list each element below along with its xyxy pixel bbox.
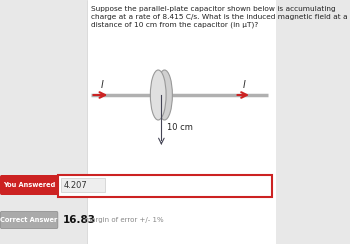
Text: distance of 10 cm from the capacitor (in μT)?: distance of 10 cm from the capacitor (in…: [91, 22, 258, 29]
FancyBboxPatch shape: [86, 0, 275, 244]
Ellipse shape: [157, 70, 173, 120]
Text: You Answered: You Answered: [3, 182, 55, 188]
Text: Correct Answer: Correct Answer: [0, 217, 58, 223]
Text: 10 cm: 10 cm: [167, 122, 193, 132]
FancyBboxPatch shape: [0, 0, 86, 244]
FancyBboxPatch shape: [58, 175, 272, 197]
Text: margin of error +/- 1%: margin of error +/- 1%: [79, 217, 163, 223]
Text: 16.83: 16.83: [63, 215, 96, 225]
Text: Suppose the parallel-plate capacitor shown below is accumulating: Suppose the parallel-plate capacitor sho…: [91, 6, 335, 12]
Text: charge at a rate of 8.415 C/s. What is the induced magnetic field at a: charge at a rate of 8.415 C/s. What is t…: [91, 14, 347, 20]
Text: I: I: [243, 80, 245, 90]
FancyBboxPatch shape: [0, 175, 58, 195]
FancyBboxPatch shape: [0, 212, 58, 228]
FancyBboxPatch shape: [61, 178, 105, 192]
Text: 4.207: 4.207: [64, 181, 88, 190]
Ellipse shape: [150, 70, 166, 120]
Text: I: I: [101, 80, 104, 90]
